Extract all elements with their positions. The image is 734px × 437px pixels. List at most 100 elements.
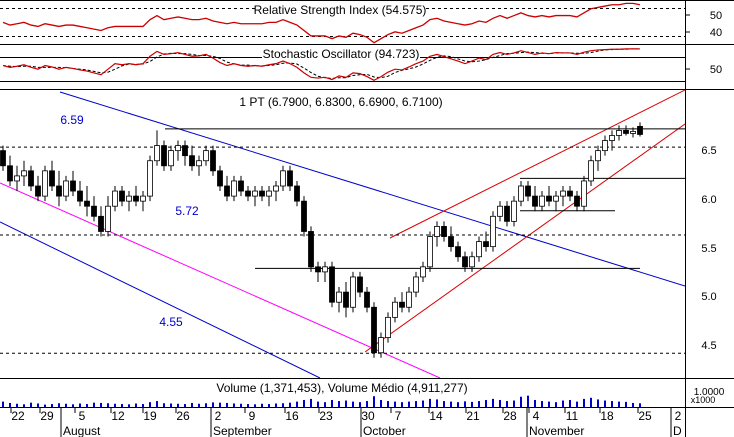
- volume-panel: Volume (1,371,453), Volume Médio (4,911,…: [2, 381, 725, 407]
- price-axis: 6.5 6.0 5.5 5.0 4.5: [701, 145, 716, 352]
- volume-bar: [177, 403, 179, 407]
- stoch-label: Stochastic Oscillator (94.723): [263, 47, 420, 61]
- candle-body: [238, 180, 244, 192]
- candle-body: [21, 170, 27, 177]
- candle-body: [35, 185, 41, 197]
- volume-bar: [583, 398, 585, 407]
- volume-bar: [485, 399, 487, 407]
- volume-bar: [268, 404, 270, 407]
- x-day-label: 30: [361, 409, 375, 423]
- candle-body: [532, 195, 538, 207]
- x-day-label: 25: [638, 409, 652, 423]
- volume-bar: [625, 401, 627, 407]
- candle-body: [427, 236, 433, 268]
- volume-bar: [219, 402, 221, 407]
- volume-bar: [373, 396, 375, 407]
- magenta-trendline: [0, 182, 441, 378]
- volume-bar: [499, 399, 501, 407]
- volume-bar: [107, 403, 109, 407]
- volume-bar: [324, 402, 326, 407]
- volume-bar: [191, 402, 193, 407]
- candle-body: [329, 266, 335, 303]
- volume-unit: x1000: [691, 395, 716, 405]
- red-channel-upper: [389, 90, 685, 239]
- volume-bar: [65, 403, 67, 407]
- level-label-4.55: 4.55: [159, 315, 183, 329]
- volume-bar: [394, 401, 396, 407]
- candle-body: [343, 291, 349, 308]
- candle-body: [357, 276, 363, 293]
- volume-bar: [450, 401, 452, 407]
- x-day-label: 5: [79, 409, 86, 423]
- volume-bar: [541, 401, 543, 407]
- candle-body: [392, 301, 398, 318]
- candle-body: [497, 205, 503, 217]
- candle-body: [588, 160, 594, 182]
- candle-body: [140, 195, 146, 202]
- volume-bar: [2, 401, 4, 407]
- volume-bar: [58, 403, 60, 407]
- candle-body: [42, 170, 48, 197]
- volume-bar: [429, 398, 431, 407]
- candle-body: [301, 200, 307, 232]
- candle-body: [7, 165, 13, 182]
- price-plot-area: [0, 90, 685, 378]
- candle-body: [294, 185, 300, 202]
- volume-bar: [226, 402, 228, 407]
- candle-body: [224, 185, 230, 197]
- blue-trendline-upper: [59, 91, 685, 287]
- candle-body: [602, 140, 608, 152]
- candle-body: [280, 170, 286, 187]
- volume-bar: [520, 396, 522, 407]
- volume-bar: [51, 404, 53, 407]
- volume-bar: [457, 402, 459, 407]
- candle-body: [182, 145, 188, 157]
- candle-body: [273, 185, 279, 192]
- candle-body: [154, 145, 160, 162]
- volume-bar: [478, 401, 480, 407]
- volume-bar: [618, 401, 620, 407]
- candle-body: [77, 190, 83, 202]
- rsi-label-bg: [255, 3, 425, 16]
- volume-bar: [72, 404, 74, 407]
- volume-label: Volume (1,371,453), Volume Médio (4,911,…: [216, 381, 467, 395]
- candle-body: [525, 185, 531, 197]
- x-day-label: 12: [111, 409, 125, 423]
- volume-label-bg: [200, 381, 470, 394]
- volume-bar: [282, 403, 284, 407]
- x-day-label: 4: [533, 409, 540, 423]
- candle-body: [434, 226, 440, 237]
- volume-bar: [296, 401, 298, 407]
- volume-bar: [44, 404, 46, 407]
- candle-body: [504, 205, 510, 222]
- candle-body: [322, 266, 328, 273]
- candle-body: [126, 195, 132, 202]
- volume-bar: [212, 402, 214, 407]
- candle-body: [91, 205, 97, 217]
- price-tick-4.5: 4.5: [701, 340, 716, 352]
- price-tick-5.5: 5.5: [701, 243, 716, 255]
- volume-bar: [247, 404, 249, 407]
- candle-body: [196, 160, 202, 167]
- volume-bar: [170, 403, 172, 407]
- candle-body: [560, 190, 566, 197]
- level-label-5.72: 5.72: [175, 204, 199, 218]
- candle-body: [581, 180, 587, 207]
- volume-bar: [331, 399, 333, 407]
- blue-trendline-lower: [0, 221, 321, 378]
- x-day-label: 11: [566, 409, 579, 423]
- volume-bar: [534, 399, 536, 407]
- volume-bar: [555, 402, 557, 407]
- candle-body: [385, 316, 391, 338]
- x-day-label: 28: [503, 409, 517, 423]
- volume-bar: [261, 403, 263, 407]
- candle-body: [84, 200, 90, 207]
- volume-bar: [128, 404, 130, 407]
- candle-body: [609, 135, 615, 141]
- volume-bar: [303, 399, 305, 407]
- candle-body: [14, 175, 20, 182]
- candle-body: [371, 306, 377, 354]
